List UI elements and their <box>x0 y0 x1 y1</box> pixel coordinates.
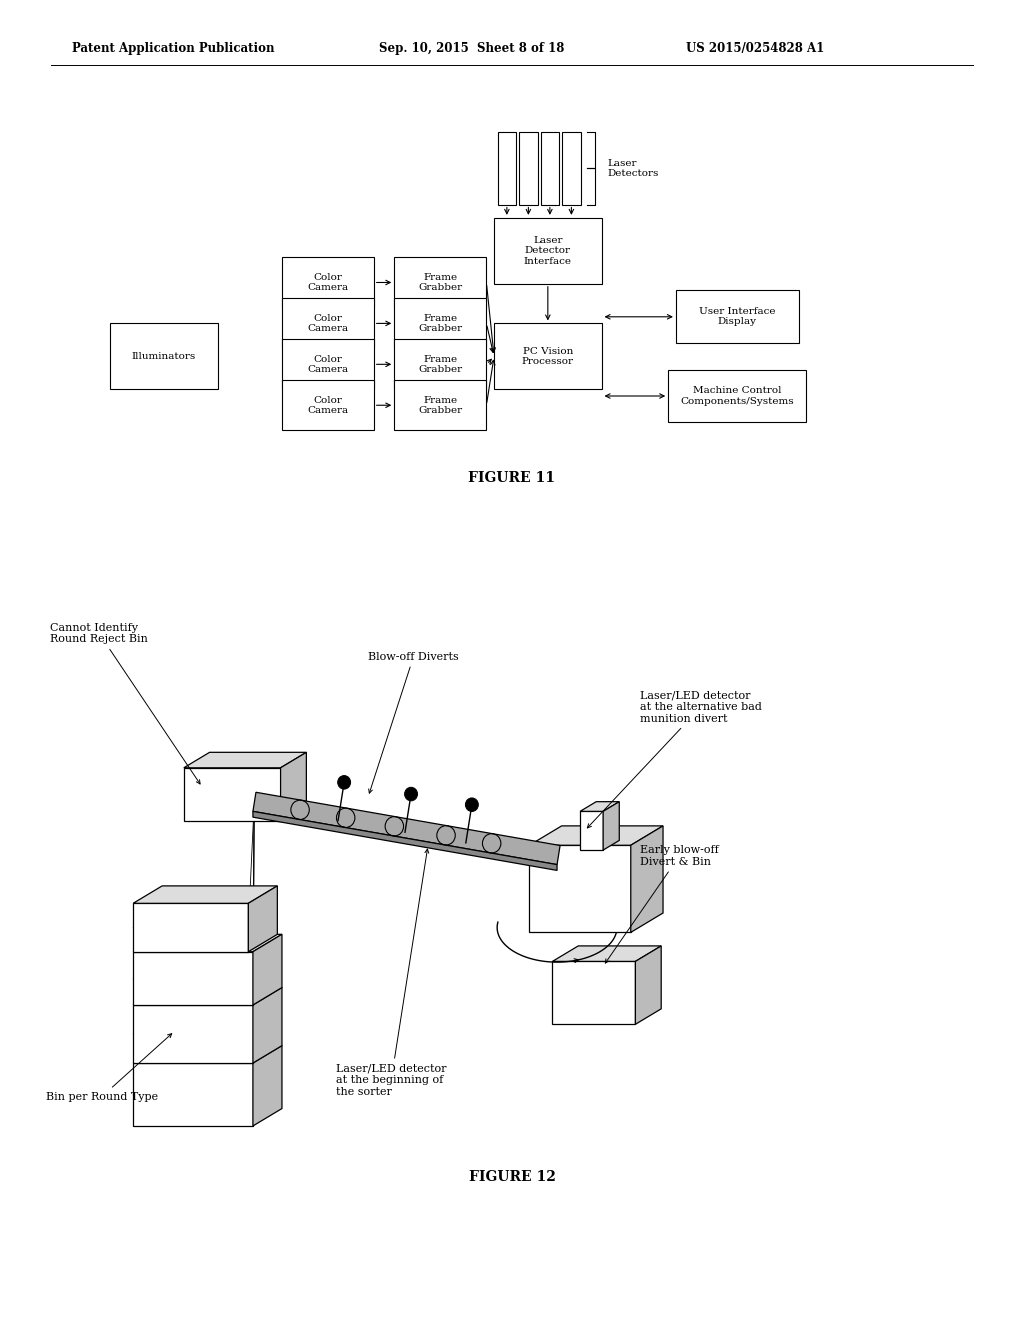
Bar <box>668 370 807 422</box>
Polygon shape <box>581 801 620 812</box>
Polygon shape <box>133 952 253 1005</box>
Text: Frame
Grabber: Frame Grabber <box>418 355 463 374</box>
Polygon shape <box>133 903 249 952</box>
Text: FIGURE 12: FIGURE 12 <box>469 1171 555 1184</box>
Bar <box>495 323 602 389</box>
Text: Laser/LED detector
at the alternative bad
munition divert: Laser/LED detector at the alternative ba… <box>588 690 762 828</box>
Text: Color
Camera: Color Camera <box>307 355 348 374</box>
Polygon shape <box>249 886 278 952</box>
Bar <box>498 132 516 205</box>
Polygon shape <box>253 812 557 870</box>
Bar <box>394 298 486 348</box>
Bar <box>111 323 218 389</box>
Text: Laser
Detectors: Laser Detectors <box>607 158 658 178</box>
Bar <box>394 380 486 430</box>
Polygon shape <box>253 935 282 1005</box>
Circle shape <box>466 797 478 812</box>
Bar <box>562 132 581 205</box>
Bar <box>676 290 799 343</box>
Polygon shape <box>133 1063 253 1126</box>
Bar <box>394 339 486 389</box>
Circle shape <box>338 776 350 789</box>
Text: Blow-off Diverts: Blow-off Diverts <box>369 652 459 793</box>
Text: Laser/LED detector
at the beginning of
the sorter: Laser/LED detector at the beginning of t… <box>336 849 446 1097</box>
Polygon shape <box>529 845 631 932</box>
Text: Bin per Round Type: Bin per Round Type <box>45 1034 172 1102</box>
Polygon shape <box>603 801 620 850</box>
Text: Color
Camera: Color Camera <box>307 314 348 333</box>
Text: Frame
Grabber: Frame Grabber <box>418 396 463 414</box>
Bar <box>282 257 374 308</box>
Text: Illuminators: Illuminators <box>132 352 196 360</box>
Polygon shape <box>253 792 560 865</box>
Polygon shape <box>133 1045 282 1063</box>
Polygon shape <box>133 1005 253 1063</box>
Polygon shape <box>636 946 662 1024</box>
Polygon shape <box>184 768 281 821</box>
Bar <box>282 339 374 389</box>
Bar <box>394 257 486 308</box>
Circle shape <box>404 787 418 801</box>
Polygon shape <box>529 826 664 845</box>
Bar <box>541 132 559 205</box>
Polygon shape <box>133 935 282 952</box>
Text: Frame
Grabber: Frame Grabber <box>418 273 463 292</box>
Text: Machine Control
Components/Systems: Machine Control Components/Systems <box>681 387 794 405</box>
Text: Laser
Detector
Interface: Laser Detector Interface <box>524 236 571 265</box>
Text: Early blow-off
Divert & Bin: Early blow-off Divert & Bin <box>605 845 719 964</box>
Text: Cannot Identify
Round Reject Bin: Cannot Identify Round Reject Bin <box>50 623 200 784</box>
Polygon shape <box>553 946 662 961</box>
Polygon shape <box>133 886 278 903</box>
Polygon shape <box>581 812 603 850</box>
Bar <box>282 298 374 348</box>
Text: PC Vision
Processor: PC Vision Processor <box>522 347 573 366</box>
Text: Sep. 10, 2015  Sheet 8 of 18: Sep. 10, 2015 Sheet 8 of 18 <box>379 42 564 55</box>
Text: Frame
Grabber: Frame Grabber <box>418 314 463 333</box>
Text: FIGURE 11: FIGURE 11 <box>469 471 555 484</box>
Bar <box>495 218 602 284</box>
Bar <box>282 380 374 430</box>
Polygon shape <box>553 961 636 1024</box>
Polygon shape <box>631 826 664 932</box>
Bar <box>519 132 538 205</box>
Text: Patent Application Publication: Patent Application Publication <box>72 42 274 55</box>
Polygon shape <box>253 1045 282 1126</box>
Polygon shape <box>281 752 306 821</box>
Polygon shape <box>184 752 306 768</box>
Text: Color
Camera: Color Camera <box>307 273 348 292</box>
Polygon shape <box>133 987 282 1005</box>
Text: US 2015/0254828 A1: US 2015/0254828 A1 <box>686 42 824 55</box>
Text: User Interface
Display: User Interface Display <box>699 308 775 326</box>
Text: Color
Camera: Color Camera <box>307 396 348 414</box>
Polygon shape <box>253 987 282 1063</box>
